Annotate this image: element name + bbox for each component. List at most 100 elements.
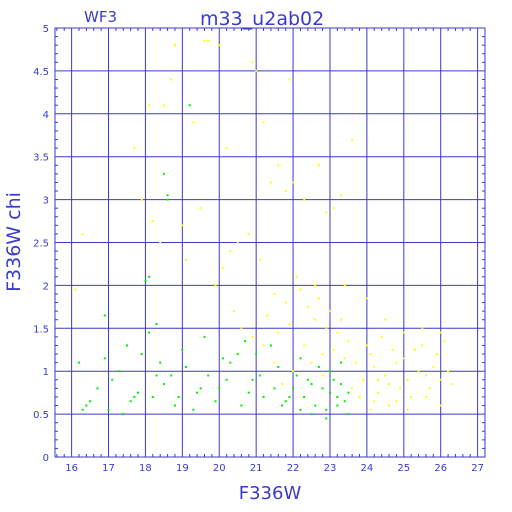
data-point [354, 361, 357, 364]
data-point [424, 395, 427, 398]
data-point [269, 344, 272, 347]
data-point [295, 374, 298, 377]
data-point [188, 104, 191, 107]
data-point [395, 361, 398, 364]
data-point [225, 378, 228, 381]
data-point [347, 391, 350, 394]
x-tick-label: 26 [434, 463, 447, 474]
data-point [321, 387, 324, 390]
data-points [74, 39, 453, 420]
data-point [221, 267, 224, 270]
data-point [262, 344, 265, 347]
data-point [262, 121, 265, 124]
data-point [280, 383, 283, 386]
y-tick-label: 4 [43, 110, 49, 121]
data-point [284, 400, 287, 403]
data-point [170, 78, 173, 81]
data-point [159, 241, 162, 244]
y-tick-label: 3.5 [33, 153, 49, 164]
data-point [273, 292, 276, 295]
data-point [255, 69, 258, 72]
data-point [258, 258, 261, 261]
data-point [343, 357, 346, 360]
data-point [255, 353, 258, 356]
x-tick-label: 25 [397, 463, 410, 474]
data-point [148, 331, 151, 334]
data-point [125, 344, 128, 347]
data-point [118, 370, 121, 373]
data-point [351, 387, 354, 390]
data-point [399, 387, 402, 390]
data-point [155, 374, 158, 377]
data-point [432, 365, 435, 368]
y-axis-label: F336W chi [3, 192, 25, 292]
data-point [148, 275, 151, 278]
y-tick-label: 0.5 [33, 410, 49, 421]
x-tick-label: 19 [176, 463, 189, 474]
data-point [439, 404, 442, 407]
data-point [336, 404, 339, 407]
chart-title: m33_u2ab02 [200, 8, 324, 30]
data-point [85, 404, 88, 407]
data-point [162, 383, 165, 386]
chart-subtitle: WF3 [84, 8, 117, 26]
data-point [133, 147, 136, 150]
x-tick-label: 17 [102, 463, 115, 474]
data-point [103, 357, 106, 360]
data-point [325, 211, 328, 214]
data-point [199, 207, 202, 210]
data-point [122, 413, 125, 416]
y-tick-labels: 0 0.5 1 1.5 2 2.5 3 3.5 4 4.5 5 [33, 24, 49, 464]
data-point [229, 361, 232, 364]
data-point [321, 374, 324, 377]
data-point [428, 387, 431, 390]
data-point [373, 400, 376, 403]
data-point [288, 78, 291, 81]
data-point [332, 207, 335, 210]
data-point [439, 378, 442, 381]
data-point [196, 391, 199, 394]
data-point [358, 395, 361, 398]
data-point [140, 353, 143, 356]
data-point [373, 365, 376, 368]
data-point [89, 400, 92, 403]
data-point [96, 387, 99, 390]
data-point [310, 383, 313, 386]
data-point [402, 357, 405, 360]
data-point [207, 374, 210, 377]
data-point [81, 408, 84, 411]
x-tick-label: 16 [65, 463, 78, 474]
plot-frame [54, 27, 486, 458]
x-axis-label: F336W [239, 483, 302, 504]
data-point [166, 198, 169, 201]
data-point [280, 404, 283, 407]
data-point [413, 348, 416, 351]
data-point [332, 378, 335, 381]
data-point [170, 374, 173, 377]
y-tick-label: 1 [43, 367, 49, 378]
data-point [181, 224, 184, 227]
data-point [77, 361, 80, 364]
data-point [362, 378, 365, 381]
data-point [244, 340, 247, 343]
data-point [343, 284, 346, 287]
data-point [321, 353, 324, 356]
data-point [173, 404, 176, 407]
data-point [262, 395, 265, 398]
data-point [162, 104, 165, 107]
data-point [247, 391, 250, 394]
data-point [376, 378, 379, 381]
data-point [292, 387, 295, 390]
data-point [159, 361, 162, 364]
data-point [236, 353, 239, 356]
data-point [395, 400, 398, 403]
data-point [328, 370, 331, 373]
data-point [284, 190, 287, 193]
data-point [306, 305, 309, 308]
data-point [81, 232, 84, 235]
x-tick-label: 27 [471, 463, 484, 474]
x-tick-label: 22 [287, 463, 300, 474]
data-point [284, 301, 287, 304]
data-point [347, 340, 350, 343]
